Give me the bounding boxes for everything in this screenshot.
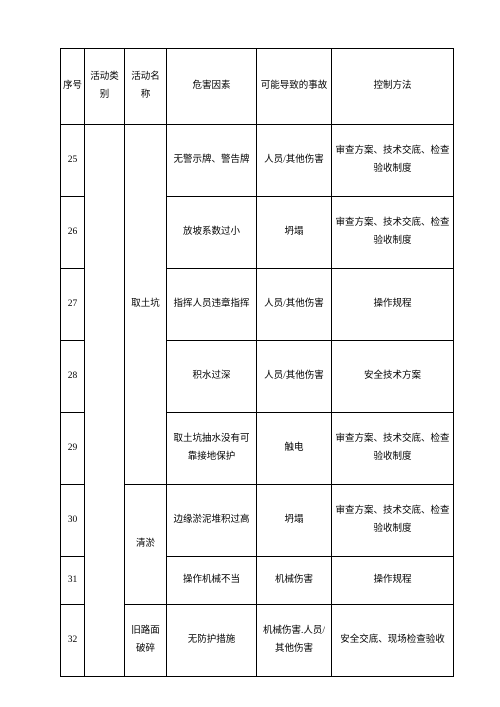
cell-seq: 28	[61, 341, 85, 413]
risk-table: 序号 活动类别 活动名称 危害因素 可能导致的事故 控制方法 25 取土坑 无警…	[60, 48, 454, 677]
cell-seq: 30	[61, 485, 85, 557]
cell-risk: 无警示牌、警告牌	[167, 125, 257, 197]
cell-risk: 边缘淤泥堆积过高	[167, 485, 257, 557]
cell-seq: 32	[61, 605, 85, 677]
table-row: 25 取土坑 无警示牌、警告牌 人员/其他伤害 审查方案、技术交底、检查验收制度	[61, 125, 454, 197]
cell-risk: 操作机械不当	[167, 557, 257, 605]
cell-activity: 清淤	[125, 485, 167, 605]
header-row: 序号 活动类别 活动名称 危害因素 可能导致的事故 控制方法	[61, 49, 454, 125]
cell-activity: 取土坑	[125, 125, 167, 485]
header-risk: 危害因素	[167, 49, 257, 125]
cell-risk: 无防护措施	[167, 605, 257, 677]
cell-control: 审查方案、技术交底、检查验收制度	[332, 413, 454, 485]
cell-control: 操作规程	[332, 557, 454, 605]
cell-control: 审查方案、技术交底、检查验收制度	[332, 125, 454, 197]
cell-seq: 25	[61, 125, 85, 197]
cell-accident: 坍塌	[257, 197, 332, 269]
cell-risk: 取土坑抽水没有可靠接地保护	[167, 413, 257, 485]
cell-risk: 积水过深	[167, 341, 257, 413]
cell-accident: 人员/其他伤害	[257, 125, 332, 197]
cell-control: 安全技术方案	[332, 341, 454, 413]
header-seq: 序号	[61, 49, 85, 125]
risk-table-container: 序号 活动类别 活动名称 危害因素 可能导致的事故 控制方法 25 取土坑 无警…	[60, 48, 453, 677]
cell-seq: 31	[61, 557, 85, 605]
cell-accident: 触电	[257, 413, 332, 485]
cell-accident: 人员/其他伤害	[257, 341, 332, 413]
header-activity: 活动名称	[125, 49, 167, 125]
cell-risk: 放坡系数过小	[167, 197, 257, 269]
cell-control: 操作规程	[332, 269, 454, 341]
cell-accident: 机械伤害	[257, 557, 332, 605]
cell-control: 安全交底、现场检查验收	[332, 605, 454, 677]
cell-control: 审查方案、技术交底、检查验收制度	[332, 485, 454, 557]
header-control: 控制方法	[332, 49, 454, 125]
cell-risk: 指挥人员违章指挥	[167, 269, 257, 341]
cell-seq: 26	[61, 197, 85, 269]
cell-accident: 机械伤害.人员/其他伤害	[257, 605, 332, 677]
header-category: 活动类别	[85, 49, 125, 125]
cell-seq: 27	[61, 269, 85, 341]
cell-accident: 坍塌	[257, 485, 332, 557]
cell-category	[85, 125, 125, 677]
cell-accident: 人员/其他伤害	[257, 269, 332, 341]
header-accident: 可能导致的事故	[257, 49, 332, 125]
cell-seq: 29	[61, 413, 85, 485]
cell-control: 审查方案、技术交底、检查验收制度	[332, 197, 454, 269]
cell-activity: 旧路面破碎	[125, 605, 167, 677]
